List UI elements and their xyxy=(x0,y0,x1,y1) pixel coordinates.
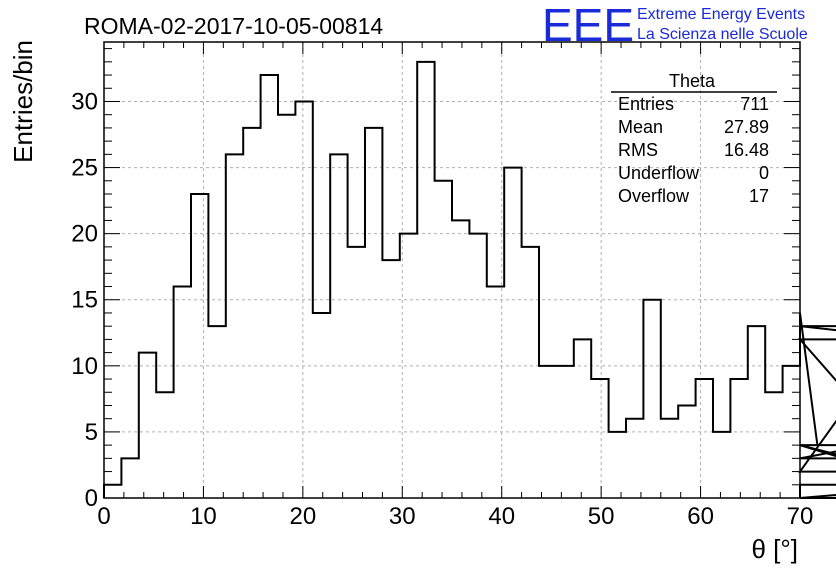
histogram-bin xyxy=(643,300,660,498)
histogram-bin xyxy=(226,154,243,498)
histogram-outline xyxy=(103,60,836,499)
stats-label-mean: Mean xyxy=(618,117,663,137)
chart-title: ROMA-02-2017-10-05-00814 xyxy=(84,13,383,39)
x-tick-label: 0 xyxy=(97,503,110,530)
histogram-bin xyxy=(504,168,521,498)
histogram-bin xyxy=(574,339,591,498)
histogram-bin xyxy=(243,128,260,498)
histogram-bin xyxy=(208,326,225,498)
histogram-bin xyxy=(191,194,208,498)
histogram-bin xyxy=(295,101,312,498)
eee-logo: EEE Extreme Energy Events La Scienza nel… xyxy=(542,0,808,51)
stats-box-name: Theta xyxy=(669,71,716,91)
eee-logo-line2: La Scienza nelle Scuole xyxy=(637,26,808,43)
histogram-bin xyxy=(748,326,765,498)
histogram-bin xyxy=(278,115,295,498)
histogram-bin xyxy=(522,247,539,498)
histogram-bin xyxy=(313,313,330,498)
histogram-bin xyxy=(626,419,643,498)
histogram-bin xyxy=(591,379,608,498)
y-tick-label: 10 xyxy=(71,353,98,380)
histogram-bin xyxy=(400,234,417,498)
y-tick-label: 0 xyxy=(85,485,98,512)
histogram-bin xyxy=(348,247,365,498)
histogram-bin xyxy=(261,75,278,498)
stats-value-rms: 16.48 xyxy=(724,140,769,160)
stats-label-underflow: Underflow xyxy=(618,163,700,183)
histogram-bin xyxy=(539,366,556,498)
stats-box: Theta Entries 711 Mean 27.89 RMS 16.48 U… xyxy=(611,71,777,206)
histogram-bin xyxy=(365,128,382,498)
histogram-bin xyxy=(382,260,399,498)
histogram-series xyxy=(103,60,836,499)
histogram-bin xyxy=(765,392,782,498)
stats-label-entries: Entries xyxy=(618,94,674,114)
stats-label-overflow: Overflow xyxy=(618,186,690,206)
histogram-bin xyxy=(417,62,434,498)
y-tick-label: 20 xyxy=(71,221,98,248)
histogram-bin xyxy=(713,432,730,498)
histogram-bin xyxy=(556,366,573,498)
histogram-bin xyxy=(730,379,747,498)
x-tick-label: 60 xyxy=(687,503,714,530)
histogram-bin xyxy=(469,234,486,498)
histogram-bin xyxy=(435,181,452,498)
stats-value-mean: 27.89 xyxy=(724,117,769,137)
y-tick-label: 30 xyxy=(71,88,98,115)
tick-labels: 0 10 20 30 40 50 60 70 0 5 10 15 20 25 30 xyxy=(71,88,813,530)
x-tick-label: 40 xyxy=(488,503,515,530)
grid xyxy=(104,42,800,498)
axes xyxy=(103,41,801,499)
eee-logo-mark: EEE xyxy=(542,0,634,51)
stats-value-overflow: 17 xyxy=(749,186,769,206)
y-tick-label: 5 xyxy=(85,419,98,446)
x-tick-label: 10 xyxy=(190,503,217,530)
x-tick-label: 70 xyxy=(787,503,814,530)
x-axis-title: θ [°] xyxy=(751,534,798,564)
histogram-bin xyxy=(156,392,173,498)
histogram-bin xyxy=(139,353,156,498)
histogram-bin xyxy=(696,379,713,498)
histogram-bin xyxy=(609,432,626,498)
y-axis-title: Entries/bin xyxy=(8,40,38,163)
histogram-bin xyxy=(661,419,678,498)
x-tick-label: 30 xyxy=(389,503,416,530)
x-tick-label: 50 xyxy=(588,503,615,530)
stats-value-underflow: 0 xyxy=(759,163,769,183)
y-tick-label: 15 xyxy=(71,287,98,314)
x-tick-label: 20 xyxy=(290,503,317,530)
plot-frame xyxy=(103,41,801,499)
histogram-bin xyxy=(678,405,695,498)
histogram-bin xyxy=(487,287,504,498)
eee-logo-line1: Extreme Energy Events xyxy=(637,6,805,23)
y-tick-label: 25 xyxy=(71,155,98,182)
histogram-bin xyxy=(174,287,191,498)
histogram-bin xyxy=(104,485,121,498)
histogram-bin xyxy=(330,154,347,498)
stats-label-rms: RMS xyxy=(618,140,658,160)
stats-value-entries: 711 xyxy=(740,94,769,114)
histogram-bin xyxy=(452,220,469,498)
